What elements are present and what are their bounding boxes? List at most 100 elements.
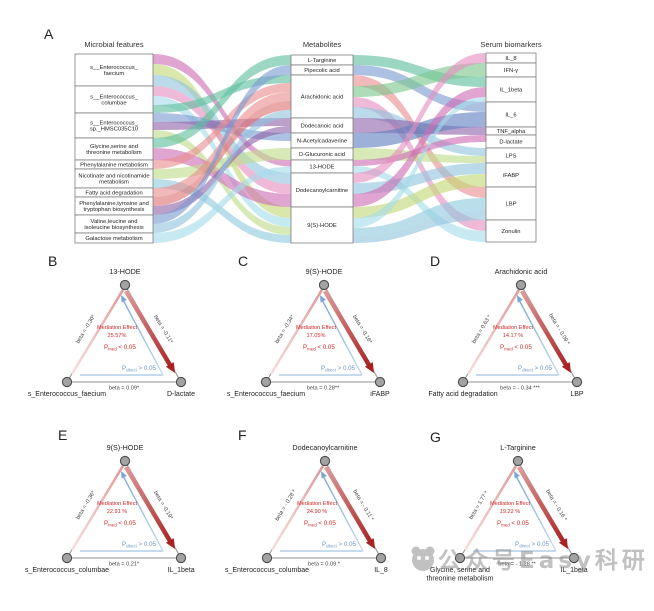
sankey-ribbon: [353, 210, 486, 243]
triangle-title: Arachidonic acid: [495, 267, 548, 276]
panel-label-b: B: [48, 253, 58, 269]
panel-label-e: E: [58, 427, 68, 443]
sankey-node-label: LBP: [506, 202, 517, 208]
sankey-node: [290, 172, 354, 208]
sankey-node-label: TNF_alpha: [497, 129, 526, 135]
mediation-effect-label: Mediation Effect: [297, 501, 337, 507]
triangle-node: [512, 455, 524, 467]
mediation-path-left: [70, 465, 125, 551]
sankey-node-label: Nicotinate and nicotinamide metabolism: [78, 173, 149, 185]
triangle-node: [261, 552, 273, 564]
direct-path-arrow: [320, 297, 363, 376]
sankey-node: [290, 206, 354, 244]
triangle-title: 9(S)-HODE: [306, 267, 343, 276]
sankey-ribbon: [353, 87, 486, 207]
mediation-triangle-f: Dodecanoylcarnitine s_Enterococcus_columb…: [225, 443, 388, 574]
mediation-triangle-d: Arachidonic acid Fatty acid degradation LB…: [428, 267, 584, 398]
mediation-effect-label: Mediation Effect: [97, 501, 137, 507]
sankey-ribbon: [153, 148, 291, 207]
mediation-effect-value: 17.05%: [307, 333, 326, 339]
direct-path-arrow: [121, 297, 164, 376]
bottom-left-label: Glycine, serine and threonine metabolism: [427, 567, 494, 583]
sankey-node-label: Dodecanoylcarnitine: [296, 188, 349, 194]
bottom-right-label: IL_1beta: [560, 567, 587, 574]
triangle-node: [175, 552, 187, 564]
mediation-path-left: [269, 289, 324, 375]
mediation-effect-value: 19.22 %: [500, 509, 521, 515]
sankey-node-label: Valine,leucine and isoleucine biosynthesi…: [84, 219, 143, 231]
triangle-node: [457, 376, 469, 388]
triangle-node: [375, 552, 387, 564]
mediation-effect-value: 22.91 %: [107, 509, 128, 515]
triangle-node: [454, 552, 466, 564]
direct-arrowhead-icon: [517, 295, 523, 303]
sankey-ribbon: [153, 65, 291, 224]
mediation-path-left: [270, 465, 325, 551]
bottom-right-label: IL_8: [374, 567, 388, 574]
p-med-label: Pmed < 0.05: [500, 344, 532, 352]
mediation-effect-label: Mediation Effect: [97, 325, 137, 331]
triangle-node: [515, 279, 527, 291]
triangle-node: [260, 376, 272, 388]
beta-left-label: beta = -0.30*: [75, 313, 97, 344]
sankey-node: [485, 162, 537, 188]
sankey-ribbon: [153, 166, 291, 243]
sankey-ribbon: [153, 101, 291, 206]
p-med-label: Pmed < 0.05: [304, 520, 336, 528]
sankey-ribbon: [353, 97, 486, 228]
mediation-path-left: [70, 289, 125, 375]
sankey-node-label: s__Enterococcus_ columbae: [90, 94, 138, 106]
sankey-node-label: Glycine,serine and threonine metabolism: [86, 144, 142, 156]
mediation-path-right: [124, 289, 172, 367]
p-med-label: Pmed < 0.05: [303, 344, 335, 352]
direct-path-arrow: [321, 473, 364, 552]
bottom-left-label: s_Enterococcus_faecium: [227, 391, 305, 398]
sankey-node-label: s__Enterococcus_ faecium: [90, 65, 138, 77]
sankey-node-label: Dodecanoic acid: [301, 124, 344, 130]
panel-label-c: C: [238, 253, 249, 269]
mediation-effect-label: Mediation Effect: [296, 325, 336, 331]
mediation-triangle-e: 9(S)-HODE s_Enterococcus_columbae IL_1beta…: [25, 443, 195, 574]
p-direct-label: Pdirect > 0.05: [515, 541, 550, 549]
mediation-arrowhead-icon: [165, 538, 175, 549]
triangle-title: Dodecanoylcarnitine: [292, 443, 357, 452]
sankey-ribbon: [353, 198, 486, 236]
mediation-triangle-c: 9(S)-HODE s_Enterococcus_faecium iFABP beta…: [227, 267, 390, 398]
sankey-node-label: N-Acetylcadaverine: [297, 139, 347, 145]
direct-arrowhead-icon: [121, 471, 127, 479]
p-direct-label: Pdirect > 0.05: [122, 541, 157, 549]
sankey-node-label: LPS: [506, 154, 517, 160]
triangle-node: [318, 279, 330, 291]
sankey-node-label: IFN-γ: [504, 68, 518, 74]
sankey-ribbon: [153, 148, 291, 179]
p-med-label: Pmed < 0.05: [104, 344, 136, 352]
sankey-node: [74, 232, 154, 244]
mediation-path-left: [463, 465, 518, 551]
sankey-node-label: Fatty acid degradation: [85, 191, 142, 197]
sankey-node: [485, 186, 537, 221]
sankey-ribbon: [153, 55, 291, 148]
sankey-node: [74, 85, 154, 114]
p-direct-label: Pdirect > 0.05: [322, 541, 357, 549]
mediation-path-right: [520, 289, 568, 367]
mediation-effect-value: 24.90 %: [307, 509, 328, 515]
sankey-ribbon: [153, 54, 291, 167]
direct-path-arrow: [121, 473, 164, 552]
sankey-node-label: L-Targinine: [308, 58, 337, 64]
beta-left-label: beta = - 0.28 *: [274, 488, 298, 522]
triangle-node: [374, 376, 386, 388]
panel-label-a: A: [44, 26, 54, 42]
beta-left-label: beta = 0.63 *: [471, 314, 493, 345]
mediation-effect-value: 25.57%: [108, 333, 127, 339]
mediation-effect-value: 14.17 %: [503, 333, 524, 339]
mediation-triangle-b: 13-HODE s_Enterococcus_faecium D-lactate be…: [28, 267, 195, 398]
sankey-diagram: s__Enterococcus_ faecium s__Enterococcus_ c…: [74, 40, 542, 244]
beta-bottom-label: beta = 0.09 *: [308, 562, 341, 568]
sankey-node-label: 13-HODE: [309, 165, 334, 171]
sankey-column-title: Microbial features: [84, 40, 143, 49]
beta-bottom-label: beta = - 1.28 **: [498, 562, 536, 568]
mediation-arrowhead-icon: [364, 362, 374, 373]
mediation-arrowhead-icon: [365, 538, 375, 549]
sankey-node-label: Pipecolic acid: [304, 68, 339, 74]
